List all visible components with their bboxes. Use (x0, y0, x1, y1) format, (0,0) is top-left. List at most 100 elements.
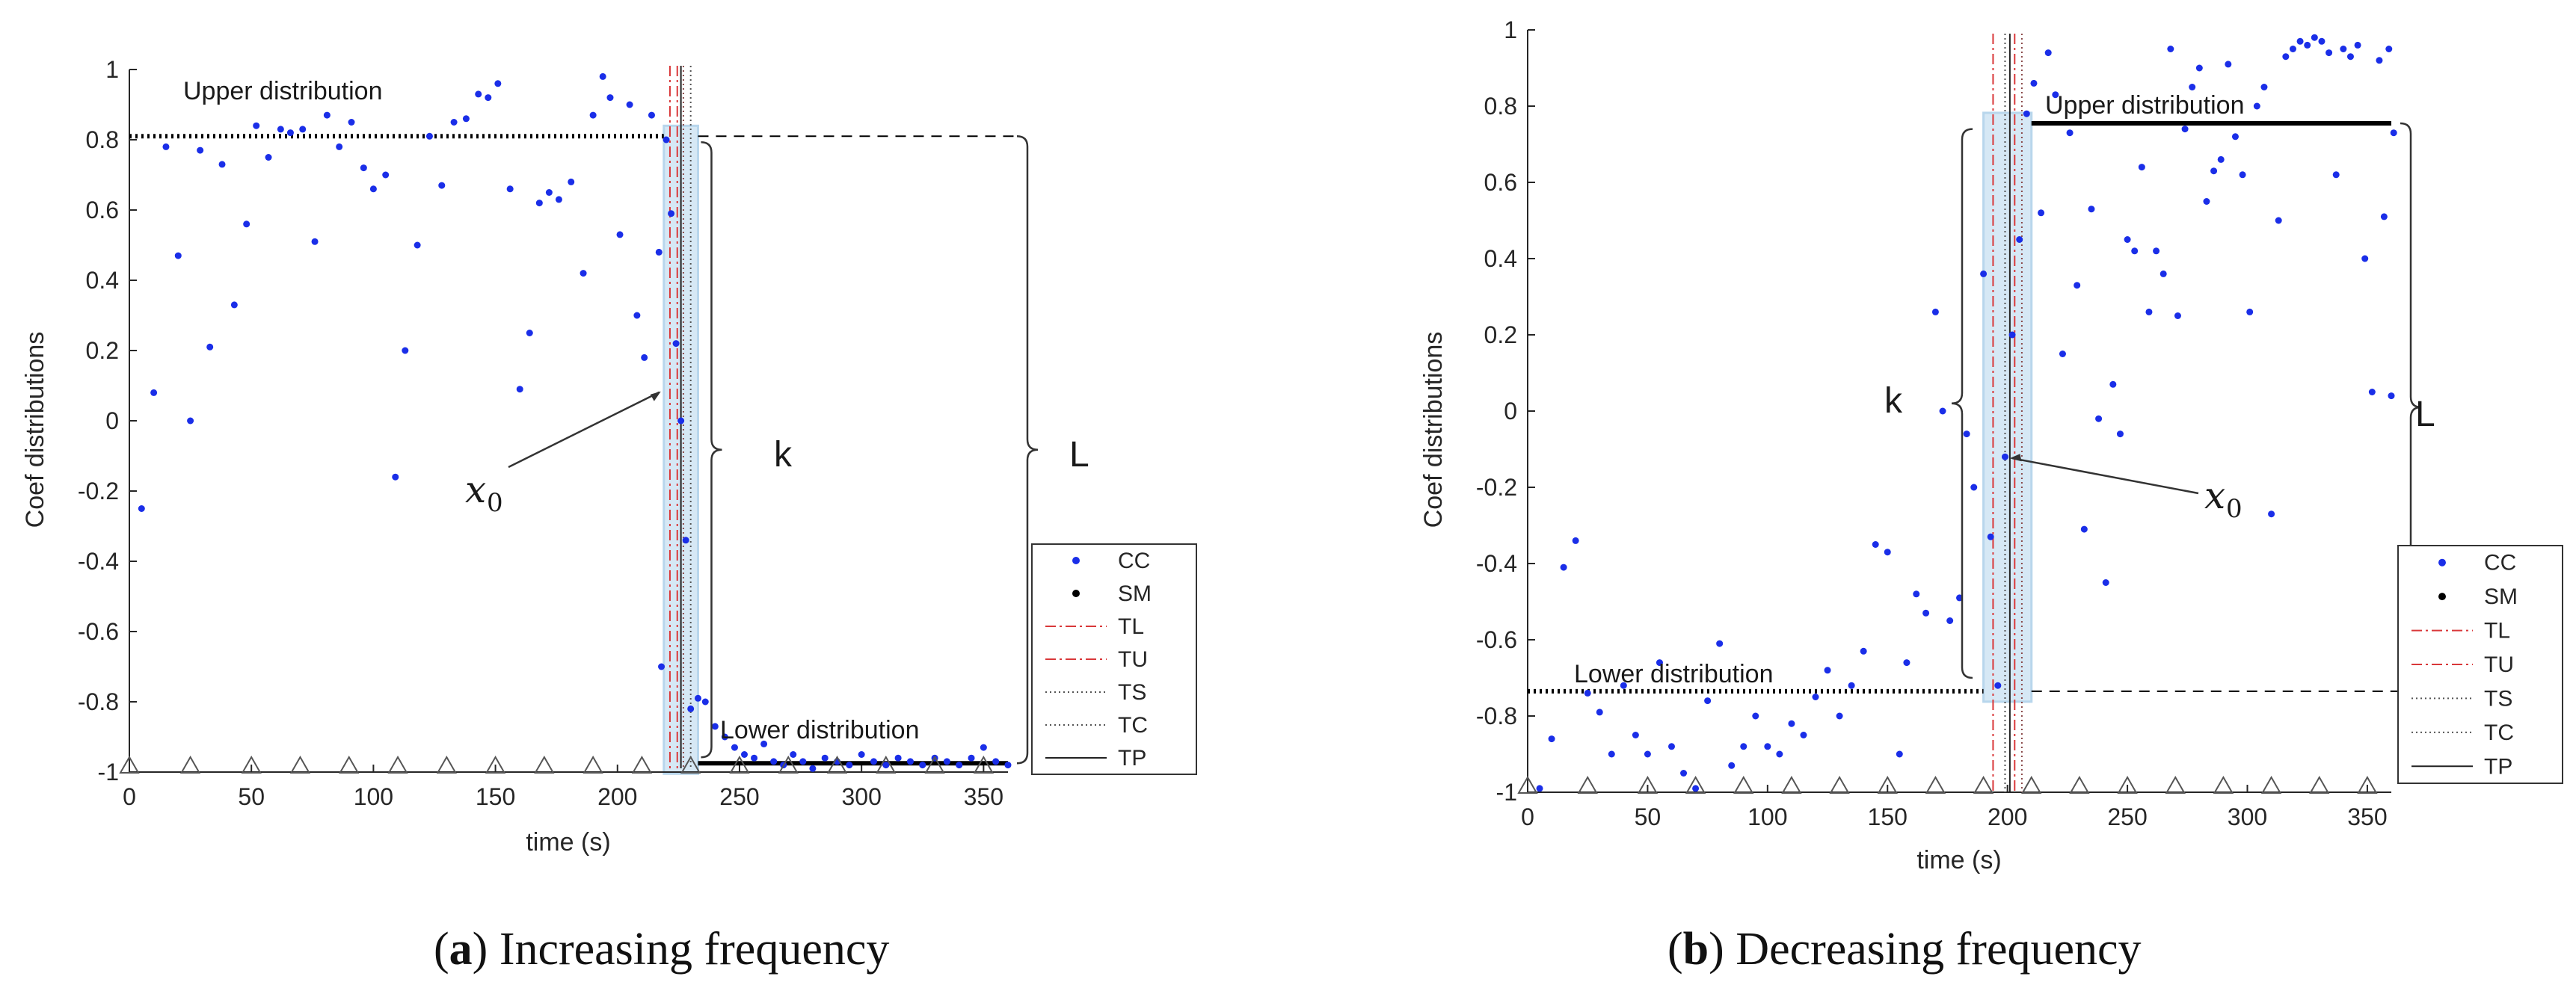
y-tick-label: -0.4 (78, 548, 119, 575)
x0-arrow (2012, 457, 2199, 495)
cc-point (2080, 525, 2088, 533)
cc-point (741, 751, 748, 758)
x0-label: x (2204, 474, 2225, 517)
cc-point (1584, 689, 1591, 697)
cc-point (336, 143, 343, 150)
x0-subscript: 0 (487, 488, 503, 518)
cc-point (1872, 541, 1879, 548)
cc-point (2311, 34, 2318, 41)
cc-point (299, 126, 307, 133)
cc-point (230, 301, 238, 309)
cc-point (1536, 785, 1543, 792)
cc-point (2044, 49, 2052, 57)
y-tick-label: -0.2 (78, 478, 119, 504)
x-axis-label: time (s) (526, 828, 610, 857)
cc-point (187, 417, 194, 425)
triangle-marker (2357, 775, 2378, 794)
triangle-marker (631, 755, 653, 774)
cc-point (1963, 430, 1970, 438)
cc-point (2074, 282, 2081, 289)
cc-point (2268, 510, 2275, 518)
triangle-marker (2069, 775, 2090, 794)
y-tick-label: -1 (98, 759, 119, 786)
cc-point (1939, 407, 1946, 415)
cc-point (809, 765, 817, 772)
triangle-marker (924, 755, 945, 774)
y-tick-label: 0.6 (86, 197, 119, 223)
cc-point (265, 154, 272, 161)
L-label: L (2415, 395, 2435, 434)
cc-point (243, 220, 250, 228)
cc-point (253, 122, 260, 129)
y-tick-label: -0.6 (1476, 626, 1517, 653)
legend-label: TP (2484, 754, 2512, 779)
triangle-marker (1877, 775, 1898, 794)
cc-point (206, 343, 214, 351)
cc-point (2138, 164, 2145, 171)
cc-point (790, 751, 797, 758)
x0-arrow (508, 391, 660, 469)
cc-point (1692, 785, 1700, 792)
cc-point (1836, 712, 1843, 720)
cc-point (760, 740, 768, 747)
y-axis-label: Coef distributions (21, 332, 49, 528)
cc-point (1668, 743, 1675, 750)
k-label: k (1884, 381, 1903, 421)
cc-point (2332, 171, 2340, 179)
x-axis-label: time (s) (1916, 846, 2001, 874)
cc-point (1004, 762, 1012, 769)
cc-point (2260, 84, 2268, 90)
legend-label: CC (2484, 551, 2516, 575)
cc-point (599, 72, 606, 80)
cc-point (1752, 712, 1759, 720)
legend-cc-marker (1072, 557, 1080, 564)
caption-b-text: Decreasing frequency (1736, 924, 2141, 975)
cc-point (641, 354, 648, 361)
x0-subscript: 0 (2226, 494, 2243, 524)
triangle-marker (1637, 775, 1659, 794)
cc-point (1656, 659, 1663, 667)
cc-point (2246, 308, 2254, 315)
cc-point (2066, 129, 2074, 137)
caption-a: (a) Increasing frequency (434, 924, 889, 975)
cc-point (648, 111, 655, 119)
cc-point (1800, 732, 1807, 738)
cc-point (668, 210, 675, 217)
cc-point (568, 178, 575, 185)
cc-point (711, 723, 719, 730)
cc-point (721, 733, 728, 741)
cc-point (2326, 49, 2333, 57)
cc-point (2181, 126, 2189, 133)
plot-area-a: 10.80.60.40.20-0.2-0.4-0.6-0.8-10 50 100 15… (78, 56, 1039, 810)
plot-area-b: 10.80.60.40.20-0.2-0.4-0.6-0.8-10 50 100 15… (1476, 16, 2422, 830)
k-brace (1951, 128, 1973, 679)
cc-point (2289, 46, 2296, 52)
legend-label: CC (1118, 549, 1150, 573)
cc-point (506, 185, 514, 193)
y-tick-label: -0.2 (1476, 474, 1517, 501)
y-tick-label: -0.8 (1476, 703, 1517, 729)
upper-distribution-label: Upper distribution (183, 77, 382, 105)
cc-point (369, 185, 377, 193)
cc-point (1548, 735, 1555, 743)
legend-label: SM (2484, 584, 2518, 609)
cc-point (2116, 430, 2124, 438)
cc-point (626, 101, 633, 108)
cc-point (323, 111, 331, 119)
cc-point (382, 171, 390, 179)
cc-point (1680, 770, 1688, 777)
y-tick-label: -1 (1496, 779, 1517, 806)
cc-point (2354, 41, 2361, 49)
cc-point (2210, 167, 2218, 175)
cc-point (2385, 46, 2393, 52)
cc-point (516, 386, 523, 393)
cc-point (2346, 53, 2354, 61)
cc-point (1596, 709, 1603, 716)
cc-point (2174, 312, 2181, 319)
cc-point (1824, 667, 1831, 674)
cc-point (2380, 213, 2388, 220)
cc-point (286, 129, 294, 137)
cc-point (475, 90, 482, 98)
lower-distribution-label: Lower distribution (1574, 660, 1773, 688)
cc-point (658, 663, 665, 670)
